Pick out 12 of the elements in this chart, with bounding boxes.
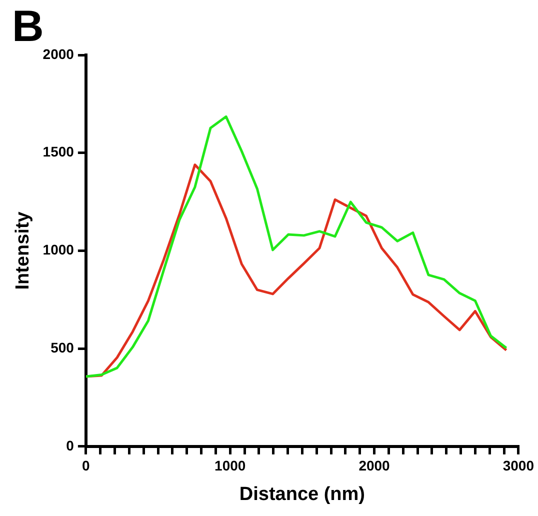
y-tick-label: 1000 xyxy=(42,242,74,258)
x-tick-label: 2000 xyxy=(358,458,390,474)
x-tick-label: 1000 xyxy=(214,458,246,474)
x-axis-title: Distance (nm) xyxy=(239,484,366,505)
y-tick-label: 1500 xyxy=(42,144,74,160)
y-axis-title: Intensity xyxy=(12,211,34,290)
x-tick-label: 3000 xyxy=(502,458,534,474)
y-tick-label: 0 xyxy=(66,437,74,454)
y-tick-label: 2000 xyxy=(42,46,74,62)
chart-title: B xyxy=(12,2,44,51)
x-tick-label: 0 xyxy=(82,458,90,474)
y-tick-label: 500 xyxy=(50,339,74,356)
